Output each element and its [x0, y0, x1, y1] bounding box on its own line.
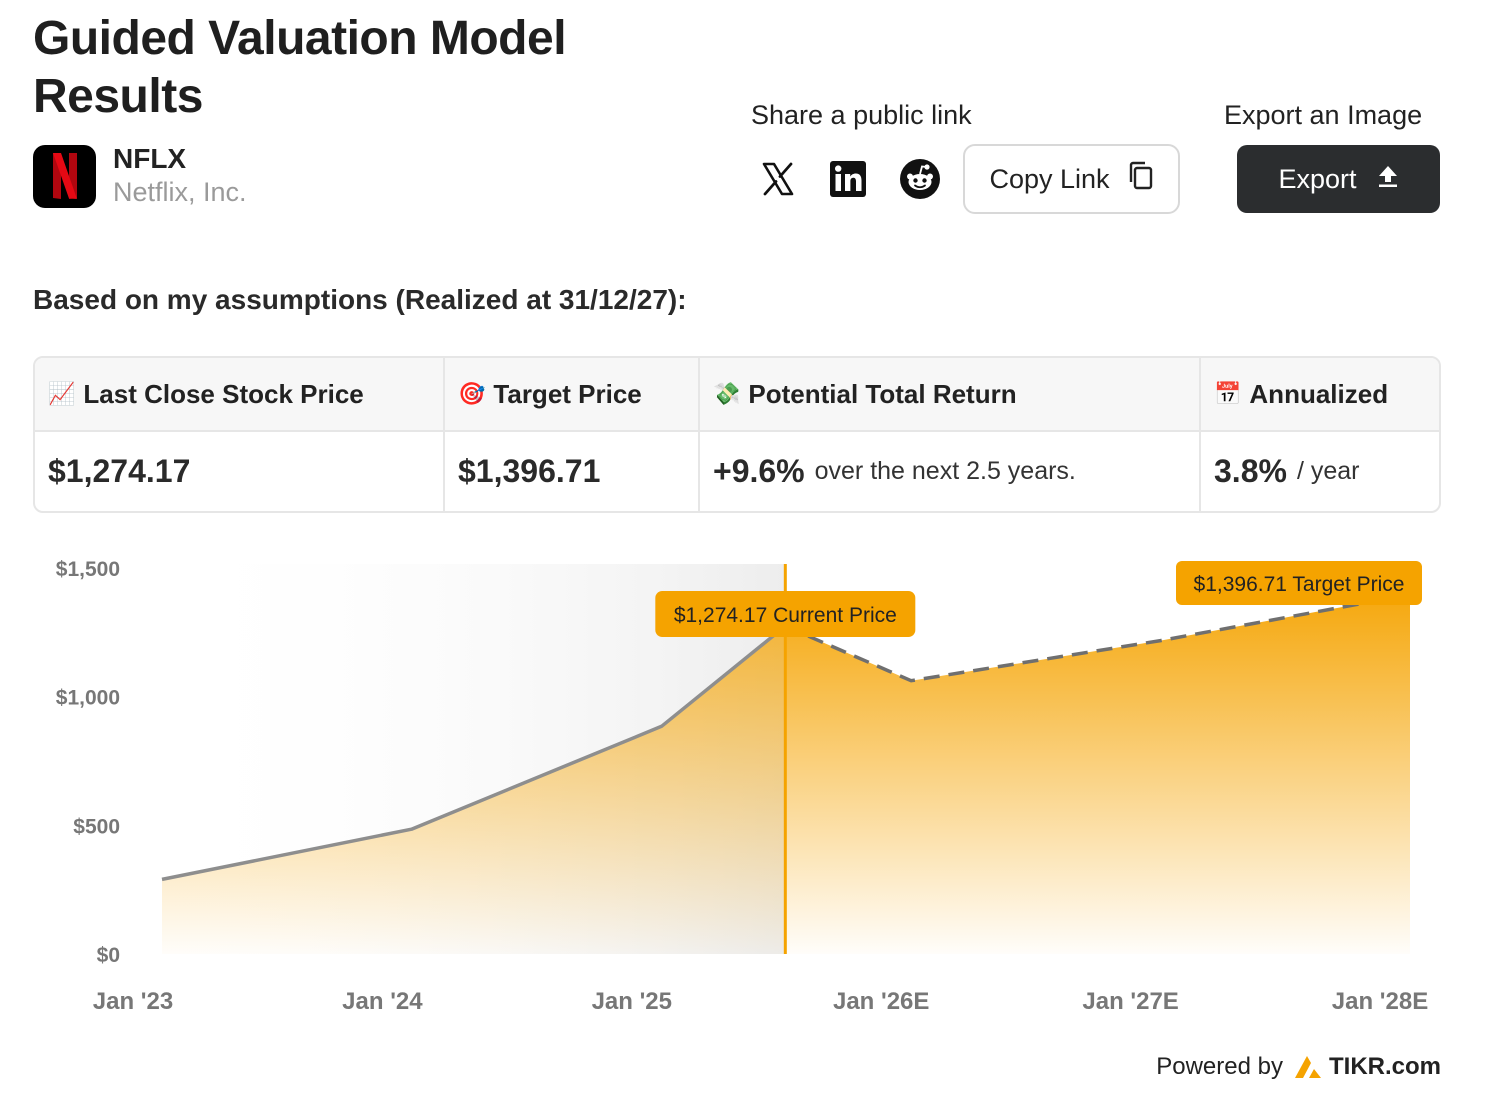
- metric-value: $1,274.17: [48, 453, 191, 489]
- x-tick-label: Jan '23: [93, 988, 173, 1015]
- metric-annualized: 📅 Annualized 3.8% / year: [1201, 358, 1439, 511]
- share-label: Share a public link: [751, 100, 972, 130]
- metric-label: Last Close Stock Price: [83, 378, 364, 409]
- x-tick-label: Jan '25: [592, 988, 672, 1015]
- historical-line: [161, 624, 787, 882]
- ticker-header: NFLX Netflix, Inc.: [33, 143, 247, 209]
- metric-label: Potential Total Return: [748, 378, 1017, 409]
- ticker-symbol: NFLX: [113, 143, 187, 174]
- metric-total-return: 💸 Potential Total Return +9.6% over the ne…: [700, 358, 1201, 511]
- target-price-label: $1,396.71 Target Price: [1194, 573, 1405, 596]
- x-tick-label: Jan '28E: [1332, 988, 1428, 1015]
- brand-name[interactable]: TIKR.com: [1328, 1053, 1441, 1080]
- x-icon[interactable]: [756, 157, 800, 201]
- company-name: Netflix, Inc.: [113, 177, 247, 207]
- assumptions-heading: Based on my assumptions (Realized at 31/…: [33, 284, 687, 315]
- y-tick-label: $1,500: [56, 558, 120, 581]
- x-tick-label: Jan '26E: [833, 988, 929, 1015]
- projected-line: [784, 592, 1411, 683]
- money-wings-icon: 💸: [713, 381, 741, 407]
- chart-canvas: $0 $500 $1,000 $1,500 Jan '23 Jan '24 Jan '25 J…: [56, 558, 1428, 1015]
- current-price-label-bg: [655, 591, 916, 637]
- export-button[interactable]: Export: [1237, 145, 1440, 213]
- metric-suffix: / year: [1296, 457, 1360, 485]
- powered-by: Powered by TIKR.com: [1156, 1053, 1441, 1081]
- metrics-table: 📈 Last Close Stock Price $1,274.17 🎯 Targe…: [33, 356, 1441, 513]
- reddit-icon[interactable]: [898, 157, 942, 201]
- target-price-label-bg: [1176, 561, 1422, 605]
- chart-increasing-icon: 📈: [48, 381, 76, 407]
- powered-by-label: Powered by: [1156, 1053, 1283, 1080]
- upload-icon: [1377, 164, 1399, 195]
- calendar-icon: 📅: [1214, 381, 1242, 407]
- linkedin-icon[interactable]: [826, 157, 870, 201]
- metric-suffix: over the next 2.5 years.: [814, 457, 1076, 485]
- projected-area: [785, 594, 1410, 954]
- metric-label: Annualized: [1249, 378, 1389, 409]
- netflix-logo-icon: [33, 144, 96, 208]
- copy-icon: [1128, 161, 1154, 198]
- x-tick-label: Jan '24: [342, 988, 423, 1015]
- copy-link-label: Copy Link: [989, 163, 1110, 194]
- current-price-label: $1,274.17 Current Price: [674, 604, 897, 627]
- metric-value: 3.8%: [1214, 453, 1287, 489]
- y-tick-label: $1,000: [56, 687, 120, 710]
- metric-value: +9.6%: [713, 453, 805, 489]
- metric-target-price: 🎯 Target Price $1,396.71: [445, 358, 700, 511]
- metric-last-close: 📈 Last Close Stock Price $1,274.17: [35, 358, 445, 511]
- y-tick-label: $0: [97, 944, 120, 967]
- y-tick-label: $500: [73, 815, 120, 838]
- page-title: Guided Valuation Model Results: [33, 12, 567, 123]
- valuation-chart: $0 $500 $1,000 $1,500 Jan '23 Jan '24 Jan '25 J…: [0, 540, 1506, 1030]
- x-tick-label: Jan '27E: [1082, 988, 1178, 1015]
- tikr-logo-icon: [1294, 1056, 1321, 1078]
- historical-area: [162, 626, 786, 954]
- export-button-label: Export: [1278, 163, 1357, 194]
- metric-label: Target Price: [493, 378, 642, 409]
- export-label: Export an Image: [1224, 100, 1423, 130]
- metric-value: $1,396.71: [458, 453, 601, 489]
- copy-link-button[interactable]: Copy Link: [963, 144, 1180, 214]
- target-icon: 🎯: [458, 381, 486, 407]
